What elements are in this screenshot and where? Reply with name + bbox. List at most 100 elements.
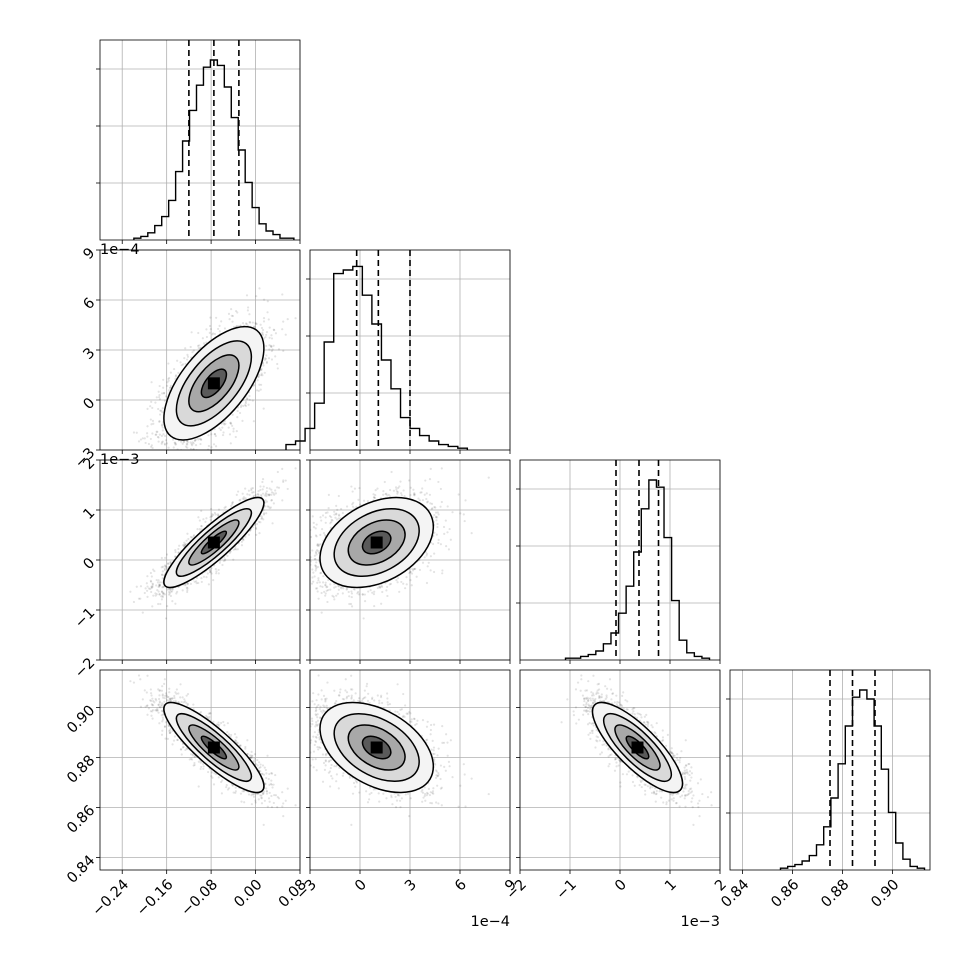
scatter-point — [262, 364, 265, 367]
scatter-point — [156, 430, 159, 433]
scatter-point — [252, 491, 255, 494]
scatter-point — [157, 396, 161, 399]
scatter-point — [222, 559, 225, 563]
scatter-point — [218, 561, 221, 564]
scatter-point — [267, 357, 271, 360]
scatter-point — [162, 433, 165, 436]
scatter-point — [265, 344, 268, 348]
scatter-point — [210, 572, 213, 575]
scatter-point — [244, 404, 248, 408]
scatter-point — [210, 567, 213, 570]
scatter-point — [193, 451, 195, 453]
scatter-point — [150, 444, 153, 447]
scatter-point — [265, 360, 269, 363]
scatter-point — [174, 548, 177, 552]
scatter-point — [200, 528, 203, 531]
scatter-point — [182, 440, 185, 444]
scatter-point — [261, 332, 264, 335]
scatter-point — [154, 594, 157, 597]
scatter-point — [276, 362, 279, 366]
scatter-point — [169, 594, 172, 598]
scatter-point — [245, 322, 248, 325]
scatter-point — [247, 533, 251, 536]
scatter-point — [156, 581, 159, 584]
scatter-point — [162, 378, 165, 381]
scatter-point — [163, 442, 166, 445]
scatter-point — [267, 505, 270, 508]
scatter-point — [224, 422, 227, 425]
scatter-point — [163, 443, 167, 446]
scatter-point — [251, 399, 254, 402]
scatter-point — [264, 357, 267, 360]
scatter-point — [158, 584, 161, 587]
scatter-point — [169, 561, 172, 564]
scatter-point — [210, 446, 213, 449]
scatter-point — [189, 441, 192, 444]
scatter-point — [252, 325, 256, 328]
scatter-point — [229, 550, 232, 553]
scatter-point — [202, 342, 206, 345]
scatter-point — [193, 580, 196, 583]
scatter-point — [160, 566, 163, 569]
scatter-point — [265, 494, 268, 498]
scatter-point — [268, 507, 271, 510]
scatter-point — [257, 493, 260, 496]
scatter-point — [151, 585, 154, 588]
scatter-point — [146, 575, 149, 578]
scatter-point — [161, 392, 164, 395]
scatter-point — [244, 497, 247, 500]
scatter-point — [151, 419, 155, 422]
scatter-point — [183, 543, 186, 546]
scatter-point — [282, 349, 285, 352]
scatter-point — [172, 367, 176, 371]
scatter-point — [229, 422, 232, 425]
scatter-point — [175, 374, 178, 377]
scatter-point — [193, 439, 196, 442]
scatter-point — [192, 534, 196, 537]
scatter-point — [270, 499, 273, 502]
scatter-point — [208, 324, 212, 328]
scatter-point — [261, 480, 264, 484]
scatter-point — [197, 438, 200, 441]
scatter-point — [234, 435, 237, 439]
scatter-point — [150, 585, 153, 588]
scatter-point — [268, 348, 271, 351]
scatter-point — [272, 492, 275, 495]
scatter-point — [209, 316, 212, 319]
scatter-point — [236, 548, 239, 551]
scatter-point — [284, 479, 287, 482]
scatter-point — [190, 331, 193, 334]
scatter-point — [257, 389, 260, 393]
scatter-point — [246, 493, 249, 496]
scatter-point — [163, 399, 166, 402]
scatter-point — [146, 468, 148, 470]
scatter-point — [145, 582, 148, 585]
scatter-point — [192, 535, 195, 538]
panel-2-0 — [96, 459, 301, 664]
scatter-point — [227, 312, 231, 315]
scatter-point — [250, 487, 253, 490]
scatter-point — [261, 478, 265, 481]
scatter-point — [268, 493, 271, 496]
scatter-point — [221, 426, 224, 429]
scatter-point — [221, 433, 225, 437]
scatter-point — [180, 440, 183, 443]
scatter-point — [160, 424, 164, 427]
scatter-point — [251, 486, 254, 490]
scatter-point — [268, 336, 271, 339]
scatter-point — [205, 575, 208, 579]
scatter-point — [163, 391, 166, 395]
scatter-point — [204, 520, 207, 523]
scatter-point — [168, 454, 170, 456]
scatter-point — [245, 294, 249, 297]
scatter-point — [146, 407, 149, 410]
scatter-point — [139, 597, 142, 600]
scatter-point — [160, 441, 164, 444]
scatter-point — [211, 333, 214, 336]
scatter-point — [152, 460, 154, 462]
scatter-point — [270, 345, 273, 348]
scatter-point — [161, 577, 164, 580]
scatter-point — [174, 443, 177, 446]
scatter-point — [184, 347, 187, 350]
scatter-point — [214, 434, 217, 438]
